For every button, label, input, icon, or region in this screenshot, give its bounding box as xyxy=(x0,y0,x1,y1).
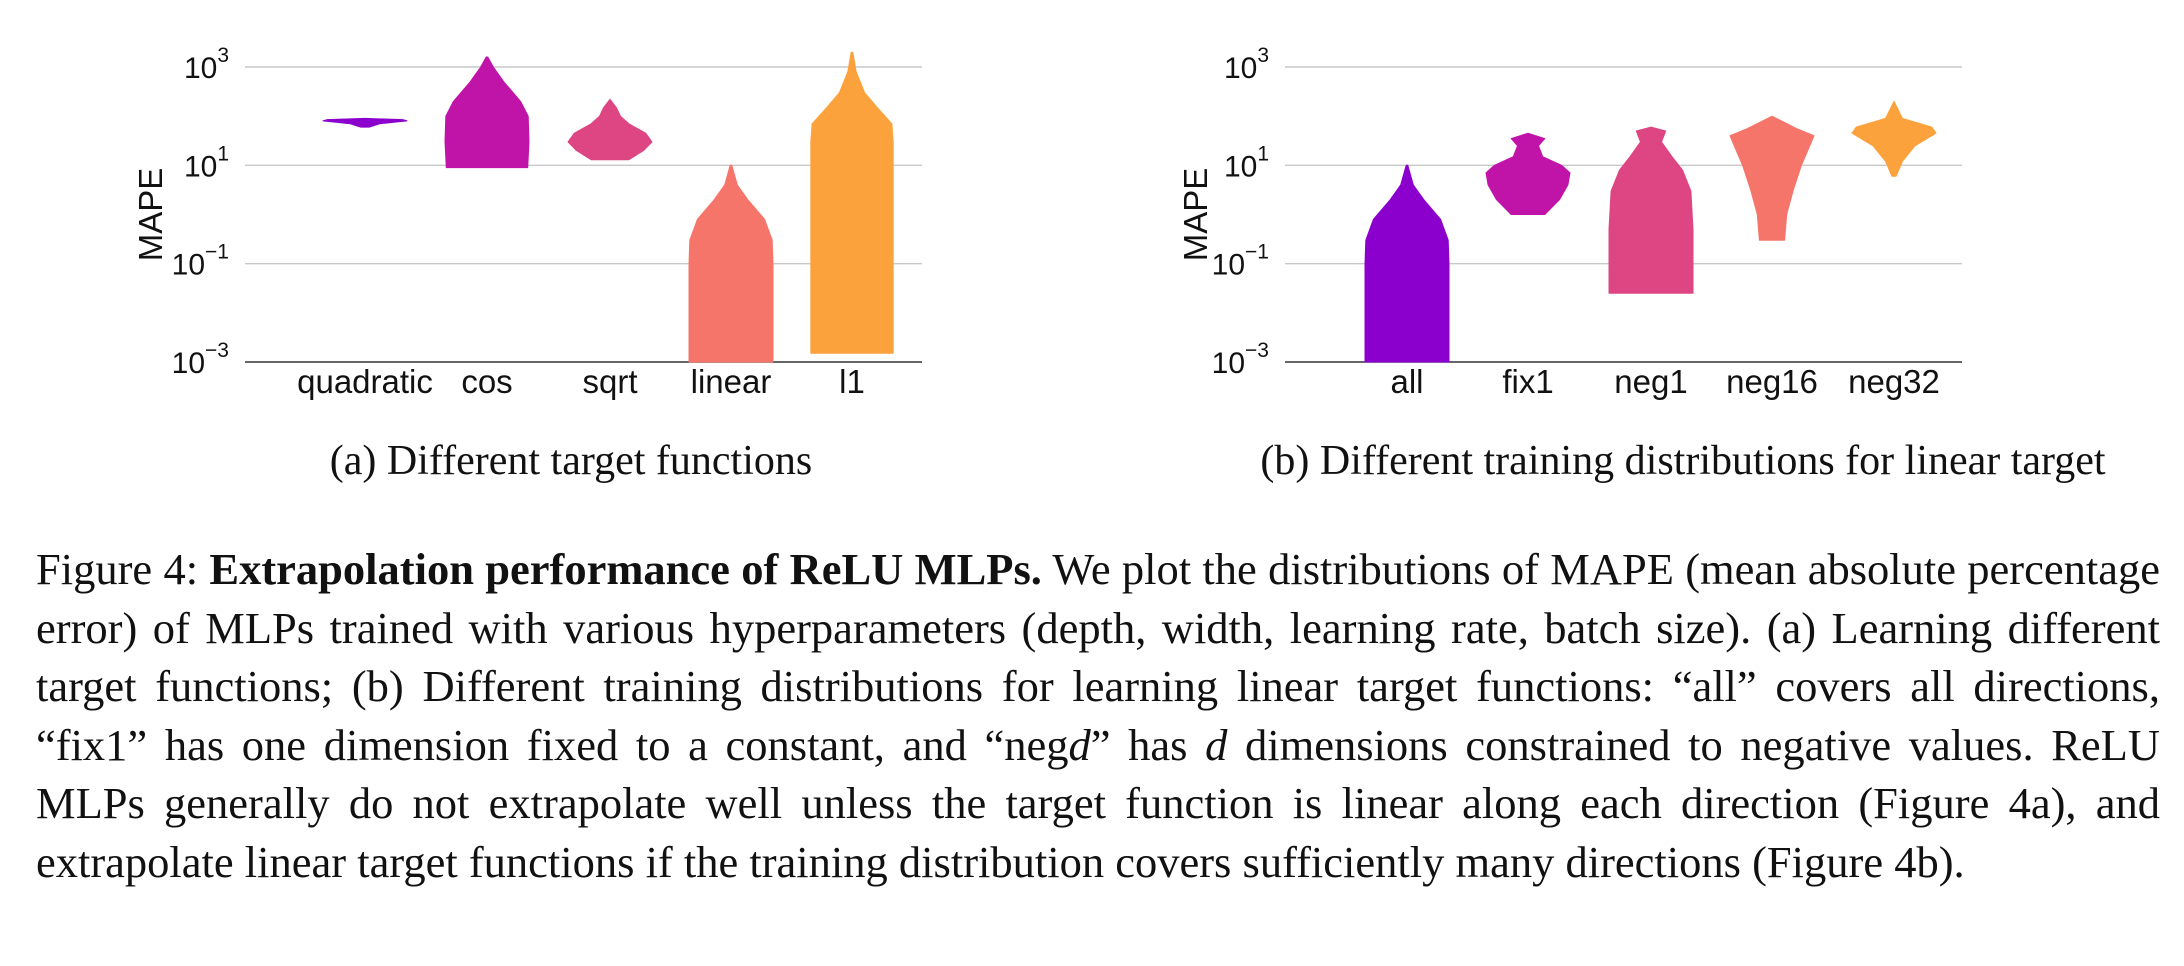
x-tick-label: quadratic xyxy=(297,363,433,400)
y-tick-label: 103 xyxy=(1224,44,1269,85)
x-tick-label: neg32 xyxy=(1848,363,1940,400)
x-tick-label: l1 xyxy=(839,363,865,400)
y-axis-label: MAPE xyxy=(132,168,169,262)
y-tick-label: 103 xyxy=(184,44,229,85)
caption-prefix: Figure 4: xyxy=(36,544,210,594)
violin-neg32 xyxy=(1851,100,1937,177)
violin-cos xyxy=(444,56,530,169)
violin-neg1 xyxy=(1608,126,1694,294)
y-tick-label: 101 xyxy=(1224,142,1269,183)
x-tick-label: sqrt xyxy=(582,363,637,400)
violin-quadratic xyxy=(322,117,408,128)
subcaption: (a) Different target functions xyxy=(330,438,812,484)
y-tick-label: 10−3 xyxy=(1212,339,1269,380)
caption-var-2: d xyxy=(1205,719,1228,770)
violin-chart-a: 10−3 10−1 101 103 MAPE quadratic cos sqrt linear… xyxy=(132,44,922,484)
caption-var-1: d xyxy=(1068,719,1091,770)
violin-all xyxy=(1364,164,1450,363)
caption-text-3: dimensions constrained to negative value… xyxy=(36,719,2161,887)
x-tick-label: neg1 xyxy=(1614,363,1687,400)
violin-fix1 xyxy=(1485,132,1571,215)
x-tick-label: cos xyxy=(461,363,512,400)
violin-linear xyxy=(688,164,774,363)
caption-bold: Extrapolation performance of ReLU MLPs. xyxy=(209,544,1042,594)
y-tick-label: 10−3 xyxy=(172,339,229,380)
caption-text-2: ” has xyxy=(1090,719,1206,770)
x-tick-label: neg16 xyxy=(1726,363,1818,400)
y-axis-label: MAPE xyxy=(1177,168,1214,262)
x-tick-label: all xyxy=(1390,363,1423,400)
violin-sqrt xyxy=(567,98,653,161)
y-tick-label: 10−1 xyxy=(1212,241,1269,282)
x-tick-label: linear xyxy=(691,363,772,400)
figure-caption: Figure 4: Extrapolation performance of R… xyxy=(36,540,2160,891)
x-tick-label: fix1 xyxy=(1502,363,1553,400)
subcaption: (b) Different training distributions for… xyxy=(1260,438,2106,484)
violin-chart-b: 10−3 10−1 101 103 MAPE all fix1 neg1 neg16 neg32 (… xyxy=(1177,44,2106,484)
violin-l1 xyxy=(810,51,894,354)
violin-neg16 xyxy=(1729,115,1815,241)
y-tick-label: 10−1 xyxy=(172,241,229,282)
y-tick-label: 101 xyxy=(184,142,229,183)
caption-text-1: We plot the distributions of MAPE (mean … xyxy=(36,544,2160,770)
